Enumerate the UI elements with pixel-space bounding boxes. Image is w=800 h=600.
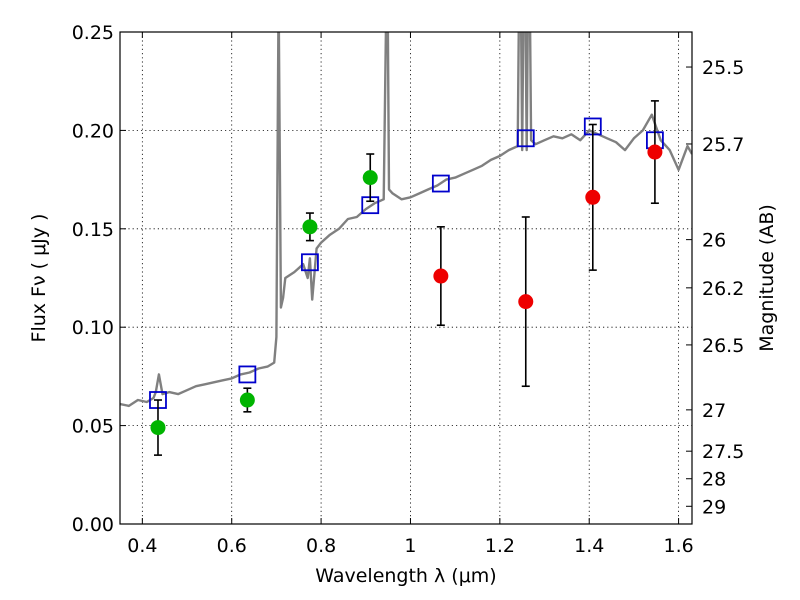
red-points bbox=[433, 144, 663, 310]
green-points bbox=[150, 170, 378, 436]
y-axis-ticks: 0.00 0.05 0.10 0.15 0.20 0.25 bbox=[72, 22, 126, 536]
green-point bbox=[150, 420, 166, 436]
x-tick-label: 0.4 bbox=[127, 535, 157, 557]
x-tick-label: 1.4 bbox=[574, 535, 604, 557]
right-tick-label: 25.5 bbox=[702, 57, 744, 79]
green-point bbox=[302, 219, 318, 235]
y-tick-label: 0.05 bbox=[72, 416, 114, 438]
model-box bbox=[301, 253, 319, 272]
right-tick-label: 26 bbox=[702, 230, 726, 252]
right-axis-ticks: 25.5 25.7 26 26.2 26.5 27 27.5 28 29 bbox=[686, 57, 744, 518]
x-tick-label: 1 bbox=[404, 535, 416, 557]
model-boxes bbox=[149, 117, 664, 409]
y-tick-label: 0.25 bbox=[72, 22, 114, 44]
right-tick-label: 26.2 bbox=[702, 278, 744, 300]
error-bars bbox=[153, 100, 659, 456]
grid bbox=[120, 31, 692, 525]
right-tick-label: 28 bbox=[702, 469, 726, 491]
y-tick-label: 0.10 bbox=[72, 317, 114, 339]
x-tick-label: 0.8 bbox=[306, 535, 336, 557]
model-box bbox=[516, 129, 535, 148]
spectrum-line bbox=[120, 32, 692, 408]
x-axis-ticks: 0.4 0.6 0.8 1 1.2 1.4 1.6 bbox=[127, 32, 694, 557]
red-point bbox=[585, 189, 601, 205]
y-tick-label: 0.20 bbox=[72, 120, 114, 142]
x-tick-label: 1.6 bbox=[663, 535, 693, 557]
x-axis-label: Wavelength λ (μm) bbox=[315, 565, 496, 587]
y-tick-label: 0.00 bbox=[72, 514, 114, 536]
right-tick-label: 25.7 bbox=[702, 134, 744, 156]
red-point bbox=[647, 144, 663, 160]
red-point bbox=[518, 294, 534, 310]
model-box bbox=[431, 174, 450, 193]
plot-area bbox=[120, 32, 692, 456]
x-tick-label: 1.2 bbox=[485, 535, 515, 557]
model-box bbox=[238, 365, 257, 384]
right-tick-label: 27 bbox=[702, 400, 726, 422]
green-point bbox=[239, 392, 255, 408]
green-point bbox=[362, 170, 378, 186]
right-tick-label: 27.5 bbox=[702, 441, 744, 463]
right-axis-label: Magnitude (AB) bbox=[756, 204, 778, 352]
x-tick-label: 0.6 bbox=[217, 535, 247, 557]
red-point bbox=[433, 268, 449, 284]
y-axis-label: Flux Fν ( μJy ) bbox=[28, 214, 50, 343]
right-tick-label: 29 bbox=[702, 496, 726, 518]
y-tick-label: 0.15 bbox=[72, 219, 114, 241]
plot-frame bbox=[119, 31, 693, 525]
right-tick-label: 26.5 bbox=[702, 335, 744, 357]
